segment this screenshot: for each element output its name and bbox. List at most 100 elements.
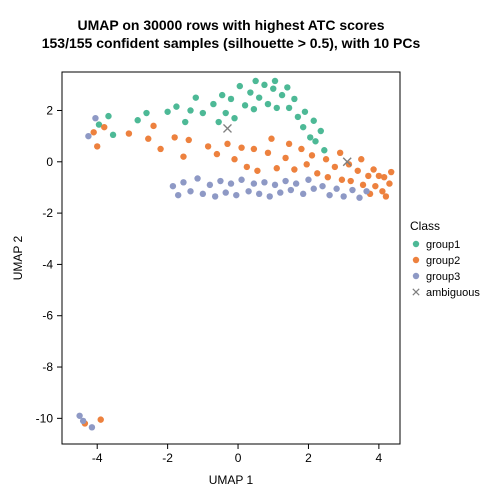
data-point [312,138,318,144]
data-point [180,153,186,159]
data-point [300,124,306,130]
data-point [170,183,176,189]
data-point [205,143,211,149]
data-point [282,155,288,161]
legend-label: group1 [426,239,460,251]
data-point [261,179,267,185]
data-point [90,129,96,135]
scatter-plot: UMAP on 30000 rows with highest ATC scor… [0,0,504,504]
data-point [370,166,376,172]
data-point [200,191,206,197]
data-point [291,96,297,102]
data-point [175,192,181,198]
data-point [272,182,278,188]
legend-title: Class [410,219,440,233]
data-point [210,101,216,107]
data-point [360,182,366,188]
data-point [231,156,237,162]
data-point [215,119,221,125]
data-point [372,183,378,189]
data-point [224,141,230,147]
chart-title-line2: 153/155 confident samples (silhouette > … [42,35,421,51]
data-point [194,175,200,181]
data-point [94,143,100,149]
legend-label: ambiguous [426,287,480,299]
data-point [383,193,389,199]
data-point [333,186,339,192]
data-point [319,183,325,189]
data-point [307,134,313,140]
data-point [134,117,140,123]
data-point [200,110,206,116]
data-point [279,92,285,98]
data-point [274,105,280,111]
y-tick-label: 2 [46,103,53,117]
x-tick-label: -2 [162,451,173,465]
data-point [261,82,267,88]
data-point [173,103,179,109]
data-point [110,132,116,138]
x-tick-label: 0 [235,451,242,465]
legend-swatch [413,273,419,279]
data-point [237,83,243,89]
data-point [150,123,156,129]
data-point [332,164,338,170]
data-point [282,178,288,184]
data-point [386,180,392,186]
data-point [101,124,107,130]
data-point [223,189,229,195]
data-point [105,113,111,119]
data-point [143,110,149,116]
data-point [365,173,371,179]
data-point [337,150,343,156]
data-point [126,130,132,136]
data-point [300,191,306,197]
data-point [233,192,239,198]
data-point [270,85,276,91]
data-point [223,110,229,116]
data-point [242,102,248,108]
data-point [85,133,91,139]
x-axis-label: UMAP 1 [209,473,254,487]
legend-swatch [413,241,419,247]
y-tick-label: -6 [42,309,53,323]
data-point [247,89,253,95]
data-point [267,193,273,199]
x-tick-label: 2 [305,451,312,465]
data-point [212,193,218,199]
data-point [288,187,294,193]
data-point [284,84,290,90]
legend-label: group3 [426,271,460,283]
data-point [238,144,244,150]
data-point [228,96,234,102]
data-point [80,418,86,424]
data-point [186,137,192,143]
data-point [187,107,193,113]
data-point [251,106,257,112]
legend-label: group2 [426,255,460,267]
data-point [256,94,262,100]
data-point [252,78,258,84]
data-point [187,188,193,194]
data-point [272,78,278,84]
data-point [305,177,311,183]
data-point [286,105,292,111]
legend-swatch [413,257,419,263]
data-point [145,136,151,142]
data-point [265,150,271,156]
data-point [303,161,309,167]
data-point [363,188,369,194]
data-point [325,174,331,180]
data-point [311,186,317,192]
data-point [219,92,225,98]
data-point [349,187,355,193]
data-point [314,170,320,176]
data-point [238,177,244,183]
data-point [228,180,234,186]
data-point [231,115,237,121]
y-tick-label: -8 [42,360,53,374]
data-point [256,191,262,197]
data-point [291,166,297,172]
data-point [286,141,292,147]
data-point [171,134,177,140]
